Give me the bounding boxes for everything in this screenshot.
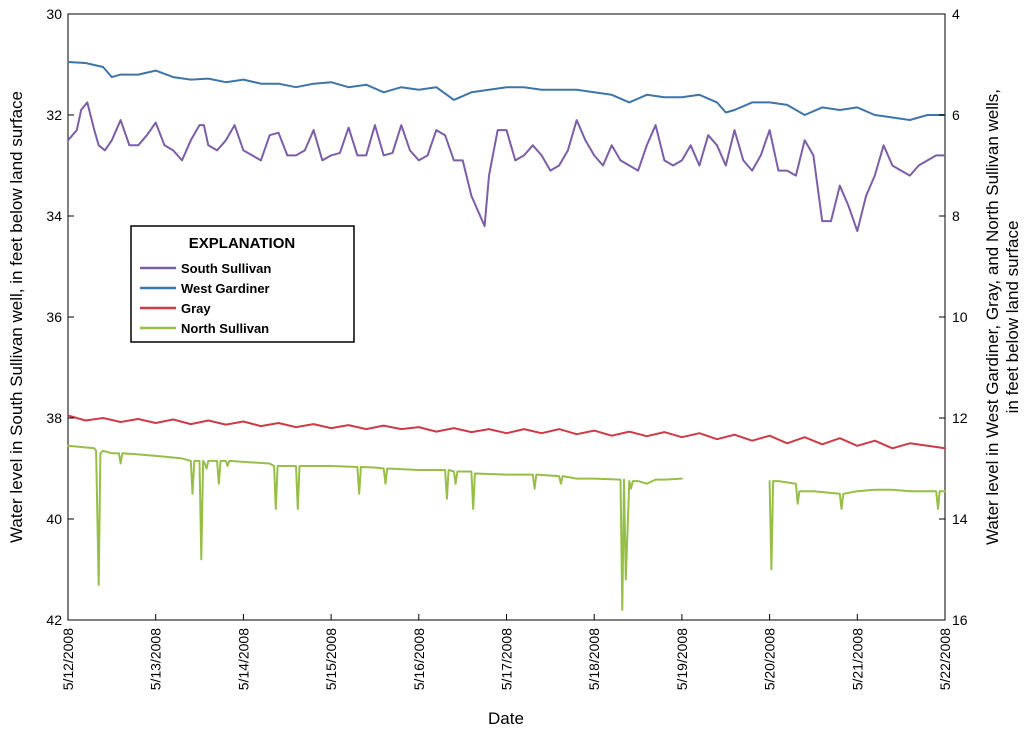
x-tick-label: 5/21/2008 xyxy=(849,628,865,690)
left-tick-label: 42 xyxy=(46,612,62,628)
x-tick-label: 5/14/2008 xyxy=(235,628,251,690)
left-tick-label: 34 xyxy=(46,208,62,224)
series-layer xyxy=(67,61,946,611)
ticks-layer: 30 32 34 36 38 40 42 4 6 8 10 12 14 16 5/12/2008 5/13/2… xyxy=(46,6,967,690)
right-tick-label: 6 xyxy=(952,107,960,123)
legend-label-north-sullivan: North Sullivan xyxy=(181,321,269,336)
right-tick-label: 8 xyxy=(952,208,960,224)
x-tick-label: 5/17/2008 xyxy=(499,628,515,690)
right-tick-label: 12 xyxy=(952,410,968,426)
right-axis-title-line1: Water level in West Gardiner, Gray, and … xyxy=(983,89,1002,545)
x-tick-label: 5/12/2008 xyxy=(60,628,76,690)
left-tick-label: 36 xyxy=(46,309,62,325)
x-axis-title: Date xyxy=(488,709,524,728)
right-tick-label: 16 xyxy=(952,612,968,628)
left-tick-label: 40 xyxy=(46,511,62,527)
legend-label-gray: Gray xyxy=(181,301,211,316)
series-line-south-sullivan xyxy=(67,101,946,233)
left-tick-label: 38 xyxy=(46,410,62,426)
series-line-north-sullivan xyxy=(67,444,946,611)
right-tick-label: 14 xyxy=(952,511,968,527)
right-tick-label: 4 xyxy=(952,6,960,22)
legend-box xyxy=(130,225,355,343)
legend-label-south-sullivan: South Sullivan xyxy=(181,261,271,276)
x-tick-label: 5/16/2008 xyxy=(411,628,427,690)
right-axis-title-line2: in feet below land surface xyxy=(1003,221,1022,414)
x-tick-label: 5/15/2008 xyxy=(323,628,339,690)
left-tick-label: 32 xyxy=(46,107,62,123)
x-tick-label: 5/22/2008 xyxy=(937,628,953,690)
left-axis-title: Water level in South Sullivan well, in f… xyxy=(7,91,26,543)
series-line-gray xyxy=(67,414,946,450)
right-tick-label: 10 xyxy=(952,309,968,325)
x-tick-label: 5/19/2008 xyxy=(674,628,690,690)
x-tick-label: 5/13/2008 xyxy=(148,628,164,690)
legend-label-west-gardiner: West Gardiner xyxy=(181,281,270,296)
x-tick-label: 5/20/2008 xyxy=(762,628,778,690)
x-tick-label: 5/18/2008 xyxy=(586,628,602,690)
left-tick-label: 30 xyxy=(46,6,62,22)
legend-title: EXPLANATION xyxy=(189,235,295,252)
legend: EXPLANATION South Sullivan West Gardiner… xyxy=(130,225,355,343)
series-line-west-gardiner xyxy=(67,61,946,121)
